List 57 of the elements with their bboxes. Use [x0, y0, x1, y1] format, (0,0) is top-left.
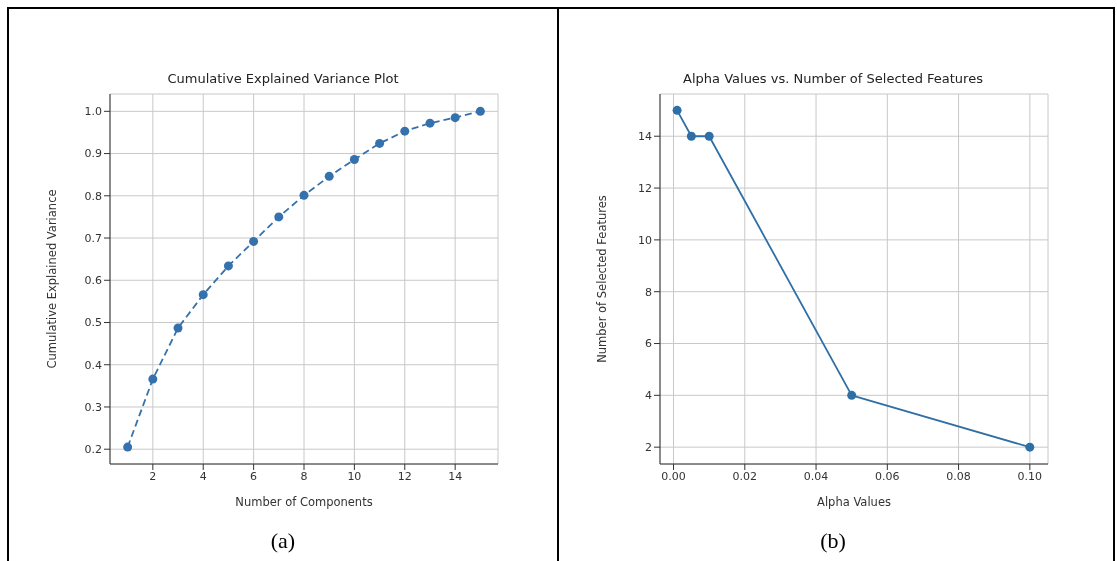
point	[425, 118, 435, 128]
y-tick-label: 6	[645, 337, 652, 351]
x-tick-label: 10	[347, 469, 362, 483]
point	[299, 190, 309, 200]
point	[704, 131, 714, 141]
point	[173, 323, 183, 333]
x-tick-label: 12	[397, 469, 412, 483]
x-tick-label: 0.02	[732, 469, 758, 483]
y-axis-title: Cumulative Explained Variance	[45, 189, 60, 369]
x-axis-title: Number of Components	[235, 495, 373, 509]
x-tick-label: 0.00	[661, 469, 686, 483]
point	[198, 290, 208, 300]
point	[375, 138, 385, 148]
point	[847, 390, 857, 400]
y-tick-label: 0.7	[84, 231, 102, 245]
x-tick-label: 4	[199, 469, 207, 483]
point	[1025, 442, 1035, 452]
y-tick-label: 4	[645, 389, 652, 403]
x-axis-title: Alpha Values	[817, 495, 891, 509]
point	[274, 212, 284, 222]
x-tick-label: 0.08	[946, 469, 971, 483]
point	[123, 442, 133, 452]
point	[475, 106, 485, 116]
y-tick-label: 0.2	[84, 443, 102, 457]
y-tick-label: 8	[645, 285, 652, 299]
text: (a)	[269, 528, 297, 554]
point	[324, 171, 334, 181]
y-tick-label: 0.3	[84, 400, 102, 414]
y-tick-label: 14	[638, 130, 652, 144]
y-axis-title: Number of Selected Features	[595, 195, 610, 363]
y-tick-label: 0.8	[84, 189, 102, 203]
x-tick-label: 14	[448, 469, 463, 483]
chart-title: Alpha Values vs. Number of Selected Features	[682, 71, 984, 86]
y-tick-label: 0.6	[84, 274, 102, 288]
x-tick-label: 8	[300, 469, 308, 483]
text: (b)	[819, 528, 847, 554]
y-tick-label: 1.0	[84, 105, 102, 119]
point	[400, 126, 410, 136]
y-tick-label: 2	[645, 441, 652, 455]
point	[349, 154, 359, 164]
point	[223, 261, 233, 271]
point	[450, 113, 460, 123]
chart-title: Cumulative Explained Variance Plot	[166, 71, 400, 86]
x-tick-label: 6	[250, 469, 258, 483]
y-tick-label: 10	[638, 233, 652, 247]
x-tick-label: 0.10	[1017, 469, 1043, 483]
x-tick-label: 0.06	[875, 469, 900, 483]
point	[249, 236, 259, 246]
y-tick-label: 0.4	[84, 358, 102, 372]
y-tick-label: 12	[638, 181, 652, 195]
y-tick-label: 0.9	[84, 147, 102, 161]
point	[686, 131, 696, 141]
x-tick-label: 2	[149, 469, 157, 483]
point	[148, 374, 158, 384]
y-tick-label: 0.5	[84, 316, 102, 330]
x-tick-label: 0.04	[803, 469, 829, 483]
point	[672, 105, 682, 115]
